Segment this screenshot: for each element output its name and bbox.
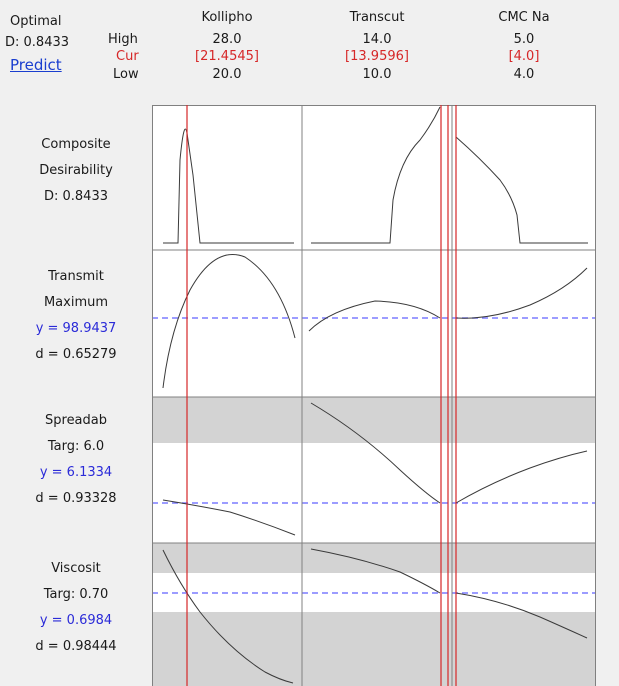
spreadab-curve-kollipho (162, 499, 296, 536)
cur-label: Cur (116, 49, 139, 64)
factor-cmcna-cur: [4.0] (508, 49, 540, 64)
row-label-line: Composite (41, 137, 111, 152)
row-label-line: Maximum (43, 295, 109, 310)
factor-cmcna-low: 4.0 (513, 67, 535, 82)
row-label-viscosit: Viscosit Targ: 0.70 y = 0.6984 d = 0.984… (0, 556, 152, 660)
spreadab-shaded-band-top (152, 397, 596, 443)
factor-kollipho-low: 20.0 (212, 67, 242, 82)
composite-curve-kollipho (163, 128, 294, 244)
high-label: High (108, 32, 138, 47)
transmit-curve-kollipho (162, 253, 296, 389)
viscosit-shaded-band-bottom (152, 612, 596, 686)
row-label-y-value: y = 98.9437 (35, 321, 117, 336)
composite-curve-transcut (311, 106, 441, 244)
composite-d-value: D: 0.8433 (5, 35, 70, 50)
factor-cmcna-name: CMC Na (498, 10, 550, 25)
row-label-line: Targ: 6.0 (47, 439, 105, 454)
row-label-line: Transmit (48, 269, 104, 284)
row-label-d-value: d = 0.65279 (35, 347, 117, 362)
plot-border (152, 105, 596, 686)
row-label-d-value: d = 0.98444 (35, 639, 117, 654)
composite-curve-cmcna (455, 136, 588, 244)
viscosit-curve-kollipho (162, 549, 294, 684)
spreadab-curve-transcut (310, 402, 441, 504)
spreadab-curve-cmcna (455, 450, 588, 504)
predict-link[interactable]: Predict (10, 56, 62, 74)
transmit-curve-cmcna (455, 267, 588, 319)
row-label-d-value: d = 0.93328 (35, 491, 117, 506)
row-label-composite: Composite Desirability D: 0.8433 (0, 132, 152, 210)
viscosit-curve-transcut (310, 548, 441, 594)
factor-transcut-cur: [13.9596] (345, 49, 409, 64)
factor-kollipho-cur: [21.4545] (195, 49, 259, 64)
row-label-y-value: y = 6.1334 (39, 465, 113, 480)
optimal-label: Optimal (10, 14, 62, 29)
factor-kollipho-high: 28.0 (212, 32, 242, 47)
row-label-line: Desirability (39, 163, 113, 178)
row-label-spreadab: Spreadab Targ: 6.0 y = 6.1334 d = 0.9332… (0, 408, 152, 512)
plot-panel-background (152, 105, 596, 686)
row-label-transmit: Transmit Maximum y = 98.9437 d = 0.65279 (0, 264, 152, 368)
transmit-curve-transcut (308, 300, 441, 332)
factor-cmcna-high: 5.0 (513, 32, 535, 47)
factor-transcut-high: 14.0 (362, 32, 392, 47)
row-label-line: Spreadab (45, 413, 107, 428)
row-label-line: Viscosit (51, 561, 101, 576)
low-label: Low (113, 67, 139, 82)
viscosit-shaded-band-top (152, 543, 596, 573)
viscosit-curve-cmcna (455, 592, 588, 639)
factor-transcut-low: 10.0 (362, 67, 392, 82)
factor-transcut-name: Transcut (349, 10, 405, 25)
row-label-y-value: y = 0.6984 (39, 613, 113, 628)
row-label-line: D: 0.8433 (43, 189, 108, 204)
row-label-line: Targ: 0.70 (43, 587, 109, 602)
factor-kollipho-name: Kollipho (201, 10, 253, 25)
